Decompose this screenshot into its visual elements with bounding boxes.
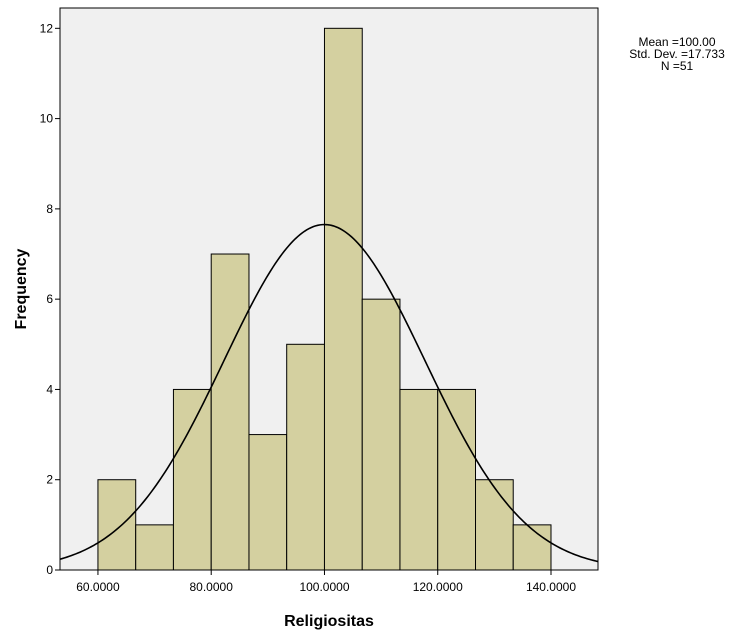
- histogram-bar-1: [97, 479, 137, 571]
- stats-n: N =51: [660, 59, 694, 73]
- y-tick-label: 2: [46, 473, 53, 487]
- histogram-bar-4: [210, 253, 250, 571]
- x-tick-label: 60.0000: [76, 580, 120, 594]
- histogram-bar-5: [248, 434, 288, 571]
- histogram-bar-10: [437, 388, 477, 571]
- y-tick-label: 10: [40, 112, 54, 126]
- x-tick-label: 120.0000: [413, 580, 463, 594]
- x-tick-label: 140.0000: [526, 580, 576, 594]
- x-tick-label: 100.0000: [299, 580, 349, 594]
- y-axis-title: Frequency: [13, 248, 30, 329]
- histogram-bar-8: [361, 298, 401, 571]
- histogram-bar-3: [172, 388, 212, 571]
- normal-curve: [59, 223, 599, 563]
- histogram-bar-7: [323, 27, 363, 571]
- histogram-bar-6: [286, 343, 325, 571]
- y-tick-label: 8: [46, 202, 53, 216]
- stats-mean: Mean =100.00: [638, 35, 716, 49]
- stats-std-dev: Std. Dev. =17.733: [629, 47, 725, 61]
- x-axis-title: Religiositas: [284, 613, 374, 630]
- histogram-bar-11: [475, 479, 514, 571]
- x-tick-label: 80.0000: [190, 580, 234, 594]
- y-tick-label: 6: [46, 292, 53, 306]
- histogram-bar-12: [512, 524, 552, 571]
- plot-frame: [59, 7, 599, 571]
- histogram-bar-9: [399, 388, 439, 571]
- statistics-legend: Mean =100.00 Std. Dev. =17.733 N =51: [606, 36, 748, 72]
- y-tick-label: 0: [46, 563, 53, 577]
- y-tick-label: 4: [46, 382, 53, 396]
- y-tick-label: 12: [40, 21, 54, 35]
- histogram-bar-2: [135, 524, 174, 571]
